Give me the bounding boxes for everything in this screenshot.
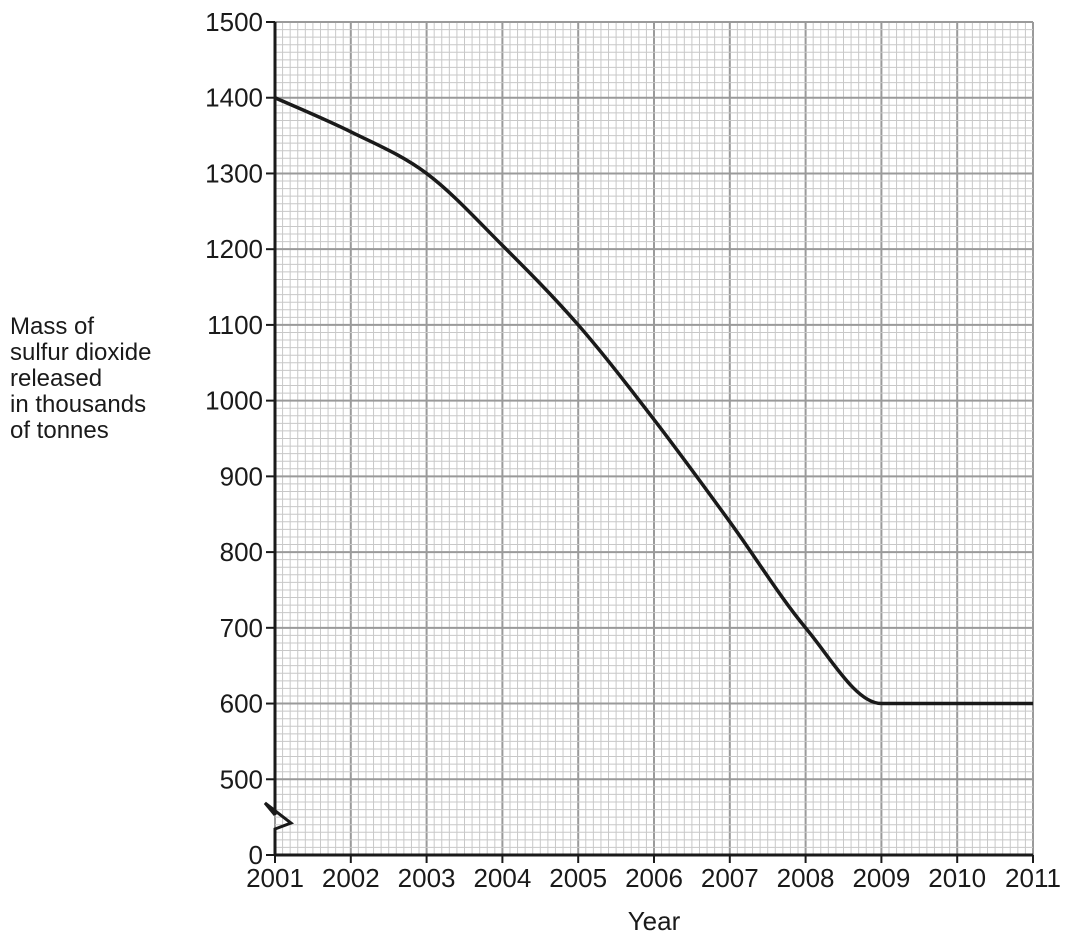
y-tick-label: 1200 — [205, 234, 263, 264]
y-axis-label-line: of tonnes — [10, 417, 109, 444]
x-tick-label: 2006 — [625, 863, 683, 893]
x-tick-label: 2002 — [322, 863, 380, 893]
y-axis-label-line: sulfur dioxide — [10, 339, 152, 366]
x-tick-label: 2004 — [473, 863, 531, 893]
y-tick-label: 600 — [220, 689, 263, 719]
y-tick-label: 1000 — [205, 386, 263, 416]
x-tick-label: 2009 — [852, 863, 910, 893]
y-tick-label: 1400 — [205, 83, 263, 113]
x-tick-label: 2005 — [549, 863, 607, 893]
x-tick-label: 2010 — [928, 863, 986, 893]
y-axis-label-line: Mass of — [10, 313, 95, 340]
y-axis-label-line: in thousands — [10, 391, 147, 418]
y-tick-label: 900 — [220, 461, 263, 491]
x-tick-label: 2007 — [701, 863, 759, 893]
grid — [274, 21, 1034, 856]
y-tick-label: 1500 — [205, 7, 263, 37]
x-tick-label: 2008 — [777, 863, 835, 893]
y-tick-label: 800 — [220, 537, 263, 567]
x-tick-label: 2011 — [1005, 863, 1061, 893]
x-axis-label: Year — [628, 906, 681, 936]
y-tick-label: 500 — [220, 764, 263, 794]
series-line — [274, 96, 1033, 706]
y-tick-label: 1100 — [207, 310, 263, 340]
y-tick-labels: 0 500 600 700 800 900 1000 1100 1200 1300 1400 1500 — [205, 7, 275, 870]
y-axis-label-line: released — [10, 365, 103, 392]
y-axis-label: Mass of sulfur dioxide released in thous… — [10, 314, 210, 444]
x-tick-label: 2003 — [398, 863, 456, 893]
axis-break-mark — [263, 801, 295, 855]
y-tick-label: 1300 — [205, 158, 263, 188]
y-tick-label: 700 — [220, 613, 263, 643]
y-tick-label: 0 — [249, 840, 263, 870]
x-tick-label: 2001 — [246, 863, 304, 893]
x-tick-labels: 2001 2002 2003 2004 2005 2006 2007 2008 2009 2010… — [246, 855, 1061, 893]
